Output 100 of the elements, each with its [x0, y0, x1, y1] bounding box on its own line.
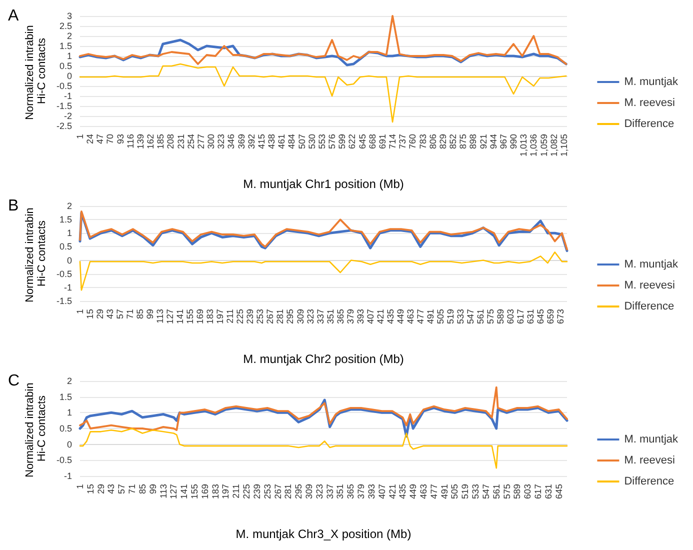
y-tick-label: 2	[66, 376, 72, 386]
x-tick-label: 714	[388, 134, 398, 150]
x-tick-label: 116	[125, 134, 136, 148]
legend-label: M. reevesi	[624, 280, 675, 292]
y-tick-label: -0.5	[56, 455, 72, 466]
x-tick-label: 225	[235, 309, 246, 324]
x-tick-label: 1,036	[528, 134, 539, 157]
line-series	[78, 398, 568, 438]
text: C	[8, 372, 20, 390]
x-tick-label: 337	[315, 309, 326, 324]
y-axis-title: Normalized intrabin Hi-C contacts	[24, 22, 48, 120]
x-tick-label: 491	[439, 484, 450, 500]
x-tick-label: 85	[135, 309, 146, 320]
x-tick-label: 438	[266, 134, 277, 150]
y-tick-label: 1.5	[59, 41, 72, 51]
x-tick-label: 435	[398, 484, 408, 500]
x-tick-label: 365	[335, 309, 346, 324]
x-tick-label: 393	[355, 309, 366, 324]
y-tick-label: -1	[64, 471, 72, 481]
x-tick-label: 253	[255, 309, 266, 324]
x-tick-label: 239	[245, 309, 256, 324]
x-tick-label: 99	[145, 309, 156, 320]
x-tick-label: 463	[418, 484, 428, 500]
x-tick-label: 631	[526, 309, 536, 324]
y-tick-label: 1	[66, 51, 72, 61]
x-tick-label: 507	[296, 134, 307, 150]
y-tick-label: -2.5	[56, 121, 72, 131]
x-tick-label: 967	[498, 134, 508, 150]
x-tick-label: 141	[179, 484, 190, 500]
x-tick-label: 589	[495, 309, 506, 324]
legend-label: M. muntjak	[624, 434, 678, 446]
x-tick-label: 1,082	[548, 134, 559, 157]
x-tick-label: 415	[256, 134, 266, 150]
x-tick-label: 645	[357, 134, 368, 150]
x-tick-label: 351	[335, 484, 346, 500]
legend-label: M. reevesi	[624, 454, 675, 466]
x-tick-label: 1	[75, 484, 85, 490]
x-tick-label: 379	[356, 484, 366, 500]
y-tick-label: 0	[66, 255, 72, 266]
legend-label: M. muntjak	[624, 76, 678, 88]
x-tick-label: 875	[458, 134, 468, 150]
x-tick-label: 155	[185, 309, 196, 324]
x-tick-label: 267	[272, 484, 283, 500]
x-tick-label: 461	[276, 134, 287, 150]
x-tick-label: 93	[115, 134, 126, 144]
line-series	[79, 428, 568, 469]
x-tick-label: 15	[85, 484, 96, 494]
x-tick-label: 806	[428, 134, 438, 150]
x-tick-label: 29	[96, 484, 106, 494]
x-tick-label: 211	[225, 309, 236, 324]
y-tick-label: 2	[66, 31, 72, 41]
x-tick-label: 369	[236, 134, 246, 150]
x-tick-label: 449	[408, 484, 418, 500]
x-tick-label: 1,013	[518, 134, 529, 157]
x-tick-label: 253	[262, 484, 272, 500]
x-tick-label: 783	[418, 134, 428, 150]
x-tick-label: 300	[206, 134, 216, 150]
y-tick-label: 2	[66, 201, 72, 211]
x-tick-label: 484	[286, 134, 297, 150]
x-tick-label: 185	[156, 134, 166, 150]
x-tick-label: 575	[485, 309, 496, 324]
x-axis-title: M. muntjak Chr1 position (Mb)	[243, 177, 404, 191]
x-tick-label: 561	[491, 484, 502, 500]
x-tick-label: 631	[543, 484, 554, 500]
x-tick-label: 43	[106, 484, 116, 494]
x-tick-label: 141	[175, 309, 186, 324]
x-tick-label: 760	[408, 134, 418, 150]
line-series	[79, 251, 568, 291]
y-axis-title: Normalized intrabin Hi-C contacts	[24, 380, 48, 478]
x-tick-label: 346	[226, 134, 236, 150]
x-tick-label: 295	[294, 484, 304, 500]
x-tick-label: 1	[75, 134, 85, 140]
x-tick-label: 659	[546, 309, 556, 324]
x-tick-label: 576	[327, 134, 338, 150]
x-tick-label: 829	[438, 134, 448, 150]
x-tick-label: 898	[468, 134, 478, 150]
x-tick-label: 603	[522, 484, 533, 500]
x-tick-label: 281	[283, 484, 294, 500]
x-tick-label: 645	[554, 484, 564, 500]
x-tick-label: 29	[95, 309, 106, 320]
x-tick-label: 852	[448, 134, 458, 150]
x-tick-label: 254	[186, 134, 196, 150]
x-tick-label: 449	[395, 309, 406, 324]
x-tick-label: 668	[367, 134, 378, 150]
x-tick-label: 519	[460, 484, 470, 500]
line-series	[79, 386, 568, 432]
legend-label: M. muntjak	[624, 258, 678, 270]
x-tick-label: 225	[242, 484, 252, 500]
x-tick-label: 323	[305, 309, 316, 324]
x-tick-label: 1	[75, 309, 85, 314]
x-tick-label: 281	[275, 309, 286, 324]
x-tick-label: 211	[231, 484, 242, 498]
x-tick-label: 162	[146, 134, 156, 150]
line-series	[79, 15, 568, 65]
x-tick-label: 477	[415, 309, 426, 324]
x-tick-label: 197	[220, 484, 231, 500]
text: A	[8, 8, 19, 24]
x-tick-label: 57	[116, 484, 127, 494]
x-tick-label: 617	[516, 309, 526, 324]
x-tick-label: 737	[398, 134, 408, 150]
